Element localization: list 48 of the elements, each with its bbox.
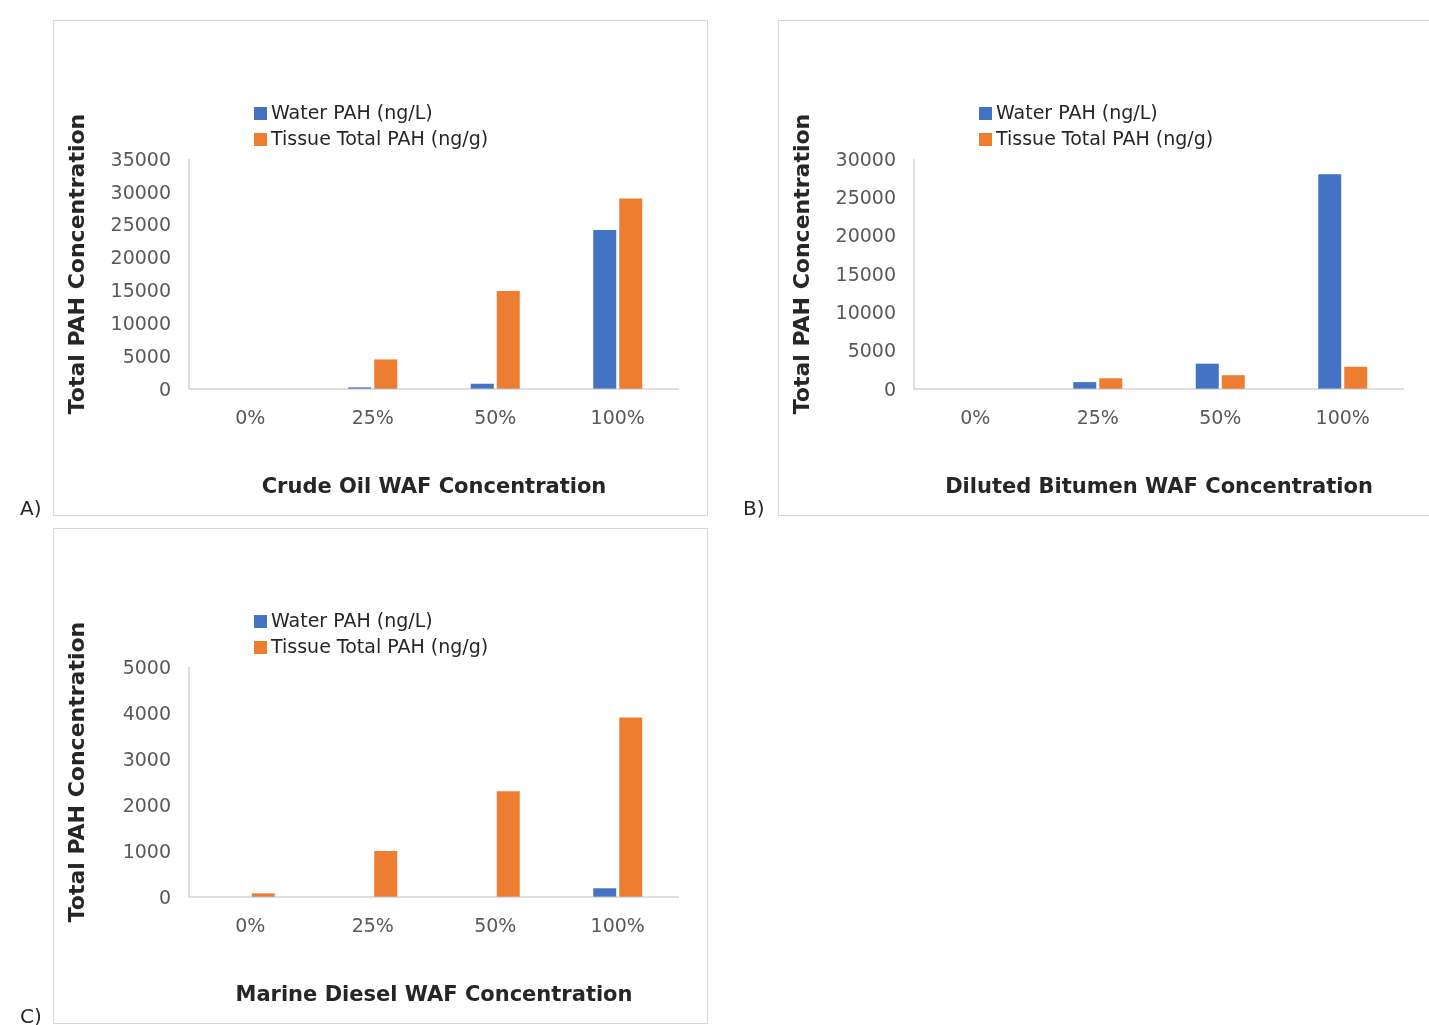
x-tick-label: 25%: [351, 406, 394, 429]
y-tick-label: 25000: [110, 213, 171, 236]
y-tick-label: 10000: [835, 301, 896, 324]
legend-label: Water PAH (ng/L): [271, 101, 433, 123]
legend-label: Tissue Total PAH (ng/g): [271, 635, 489, 657]
y-tick-label: 0: [158, 377, 171, 400]
x-tick-label: 0%: [960, 406, 991, 429]
x-axis-title: Diluted Bitumen WAF Concentration: [945, 474, 1373, 498]
text: B): [743, 496, 765, 520]
legend-label: Tissue Total PAH (ng/g): [271, 127, 489, 149]
legend-label: Water PAH (ng/L): [996, 101, 1158, 123]
y-tick-label: 5000: [122, 655, 171, 678]
y-tick-label: 5000: [122, 344, 171, 367]
y-tick-label: 30000: [835, 147, 896, 170]
y-tick-label: 35000: [110, 147, 171, 170]
x-tick-label: 0%: [235, 406, 266, 429]
x-tick-label: 100%: [590, 406, 645, 429]
x-tick-label: 25%: [351, 914, 394, 937]
x-tick-label: 50%: [1199, 406, 1242, 429]
x-tick-label: 50%: [474, 914, 517, 937]
y-tick-label: 3000: [122, 747, 171, 770]
y-tick-label: 20000: [835, 224, 896, 247]
text: A): [20, 496, 42, 520]
legend-label: Water PAH (ng/L): [271, 609, 433, 631]
x-axis-title: Crude Oil WAF Concentration: [261, 474, 607, 498]
y-axis-title: Total PAH Concentration: [63, 113, 89, 415]
y-tick-label: 0: [158, 885, 171, 908]
x-tick-label: 100%: [1315, 406, 1370, 429]
y-tick-label: 1000: [122, 839, 171, 862]
x-tick-label: 0%: [235, 914, 266, 937]
y-tick-label: 10000: [110, 312, 171, 335]
y-tick-label: 4000: [122, 701, 171, 724]
text: C): [20, 1004, 42, 1025]
x-tick-label: 50%: [474, 406, 517, 429]
y-tick-label: 30000: [110, 180, 171, 203]
y-tick-label: 0: [883, 377, 896, 400]
x-tick-label: 100%: [590, 914, 645, 937]
y-tick-label: 2000: [122, 793, 171, 816]
y-tick-label: 15000: [110, 279, 171, 302]
y-axis-title: Total PAH Concentration: [788, 113, 814, 415]
y-tick-label: 5000: [847, 339, 896, 362]
y-tick-label: 25000: [835, 186, 896, 209]
y-axis-title: Total PAH Concentration: [63, 621, 89, 923]
x-axis-title: Marine Diesel WAF Concentration: [235, 982, 633, 1006]
x-tick-label: 25%: [1076, 406, 1119, 429]
y-tick-label: 15000: [835, 262, 896, 285]
legend-label: Tissue Total PAH (ng/g): [996, 127, 1214, 149]
y-tick-label: 20000: [110, 246, 171, 269]
